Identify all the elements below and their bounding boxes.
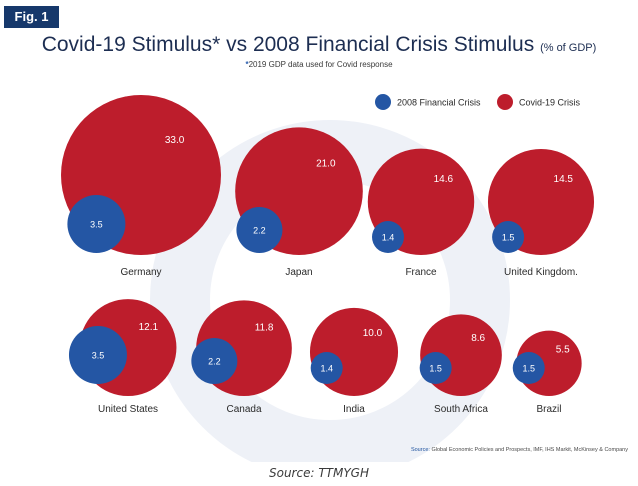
chart-subtitle: *2019 GDP data used for Covid response: [0, 60, 638, 69]
legend-label-0: 2008 Financial Crisis: [397, 98, 481, 108]
country-group: 21.0 2.2 Japan: [235, 127, 363, 278]
country-label: Brazil: [536, 404, 561, 415]
subtitle-text: 2019 GDP data used for Covid response: [248, 60, 393, 69]
legend-swatch-0: [375, 94, 391, 110]
source-footnote: Source: Global Economic Policies and Pro…: [411, 447, 628, 453]
crisis-2008-value-label: 1.4: [320, 364, 333, 374]
crisis-2008-value-label: 3.5: [90, 220, 103, 230]
source-footnote-label: Source:: [410, 447, 430, 453]
legend-label-1: Covid-19 Crisis: [519, 98, 581, 108]
country-label: Canada: [226, 404, 261, 415]
country-group: 8.6 1.5 South Africa: [419, 314, 502, 415]
country-label: France: [405, 267, 437, 278]
country-group: 33.0 3.5 Germany: [61, 95, 221, 278]
subtitle-asterisk: *: [245, 60, 249, 69]
country-group: 5.5 1.5 Brazil: [512, 330, 582, 415]
source-footnote-text: Global Economic Policies and Prospects, …: [431, 447, 628, 453]
covid-value-label: 5.5: [556, 345, 570, 356]
crisis-2008-value-label: 1.4: [382, 233, 395, 243]
country-label: Japan: [285, 267, 312, 278]
crisis-2008-bubble: [419, 352, 452, 384]
covid-value-label: 21.0: [316, 158, 336, 169]
crisis-2008-value-label: 2.2: [208, 357, 221, 367]
covid-value-label: 14.6: [434, 174, 454, 185]
covid-value-label: 8.6: [471, 333, 485, 344]
covid-value-label: 10.0: [363, 328, 383, 339]
legend: 2008 Financial Crisis Covid-19 Crisis: [375, 94, 581, 110]
covid-value-label: 33.0: [165, 135, 185, 146]
crisis-2008-value-label: 3.5: [92, 351, 105, 361]
crisis-2008-bubble: [512, 352, 545, 384]
crisis-2008-bubble: [191, 338, 238, 384]
country-group: 14.5 1.5 United Kingdom.: [487, 148, 595, 278]
crisis-2008-bubble: [68, 326, 127, 384]
chart-title-unit: (% of GDP): [540, 42, 597, 54]
bubble-chart: 2008 Financial Crisis Covid-19 Crisis 33.…: [61, 94, 595, 462]
crisis-2008-value-label: 1.5: [429, 364, 442, 374]
country-label: United States: [98, 404, 158, 415]
country-group: 11.8 2.2 Canada: [191, 300, 292, 415]
country-label: Germany: [120, 267, 161, 278]
chart-title: Covid-19 Stimulus* vs 2008 Financial Cri…: [0, 33, 638, 57]
crisis-2008-value-label: 1.5: [522, 364, 535, 374]
figure-label-badge: Fig. 1: [4, 6, 59, 28]
country-group: 10.0 1.4 India: [309, 307, 399, 415]
covid-value-label: 12.1: [139, 322, 159, 333]
covid-value-label: 11.8: [255, 323, 274, 334]
crisis-2008-value-label: 1.5: [502, 233, 515, 243]
legend-swatch-1: [497, 94, 513, 110]
crisis-2008-value-label: 2.2: [253, 226, 266, 236]
crisis-2008-bubble: [310, 352, 343, 384]
crisis-2008-bubble: [236, 207, 283, 253]
bubble-groups: 33.03.5Germany21.02.2Japan14.61.4France1…: [61, 95, 595, 415]
country-group: 12.1 3.5 United States: [68, 299, 177, 415]
covid-value-label: 14.5: [554, 174, 574, 185]
country-label: India: [343, 404, 365, 415]
crisis-2008-bubble: [492, 221, 525, 253]
country-label: United Kingdom.: [504, 267, 578, 278]
country-label: South Africa: [434, 404, 488, 415]
chart-title-main: Covid-19 Stimulus* vs 2008 Financial Cri…: [41, 33, 535, 56]
crisis-2008-bubble: [372, 221, 405, 253]
image-caption: Source: TTMYGH: [268, 466, 369, 480]
chart-card: Fig. 1 Covid-19 Stimulus* vs 2008 Financ…: [0, 6, 638, 462]
crisis-2008-bubble: [67, 195, 126, 253]
country-group: 14.6 1.4 France: [367, 148, 475, 278]
